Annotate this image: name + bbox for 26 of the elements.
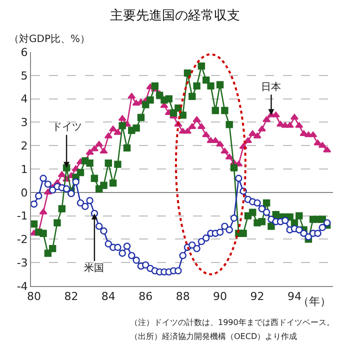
- y-tick-label: 6: [20, 46, 28, 59]
- y-tick-label: 0: [20, 186, 28, 200]
- x-tick-label: 80: [26, 290, 41, 304]
- y-tick-label: -2: [16, 233, 28, 246]
- y-tick-label: 3: [20, 116, 28, 130]
- x-tick-label: 82: [64, 290, 78, 304]
- annotation: 米国: [84, 262, 104, 274]
- text: （注）ドイツの計数は、1990年までは西ドイツベース。: [130, 318, 334, 327]
- x-tick-label: 94: [287, 290, 302, 304]
- y-tick-label: 1: [20, 162, 28, 176]
- chart-title: 主要先進国の経常収支: [110, 8, 240, 24]
- annotation: ドイツ: [52, 122, 82, 133]
- y-tick-label: 5: [20, 69, 28, 82]
- y-tick-label: 2: [20, 139, 28, 152]
- y-axis-title: （対GDP比、%）: [9, 33, 90, 45]
- x-tick-label: 88: [176, 290, 190, 304]
- x-tick-label: 90: [213, 290, 228, 304]
- annotation: 日本: [261, 81, 281, 93]
- x-tick-label: 92: [250, 290, 264, 304]
- y-tick-label: -4: [16, 280, 28, 293]
- text: （出所）経済協力開発機構（OECD）より作成: [130, 332, 298, 341]
- x-tick-label: 84: [101, 290, 116, 304]
- y-tick-label: -1: [16, 210, 28, 223]
- x-tick-label: 86: [138, 290, 153, 304]
- y-tick-label: -3: [16, 256, 28, 270]
- y-tick-label: 4: [20, 92, 28, 106]
